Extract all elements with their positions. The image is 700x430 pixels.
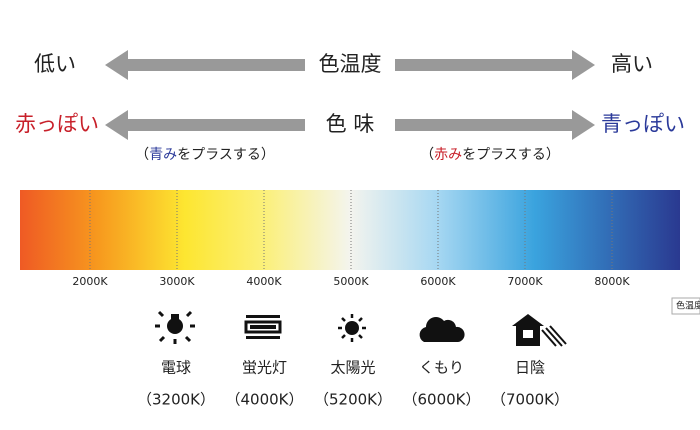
note-accent: 青み [149,147,177,163]
note: （赤みをプラスする） [420,147,560,163]
note-part: （ [420,147,434,163]
note-accent: 赤み [434,147,462,163]
fluorescent-icon [244,315,282,339]
label: 色 味 [326,112,375,136]
source-label: 日陰 [515,359,545,377]
label: 青っぽい [601,112,685,136]
tag-box [671,297,700,315]
tick-label: 8000K [594,275,630,288]
tick-label: 7000K [507,275,543,288]
arrows [105,50,595,140]
arrow-left [105,110,305,140]
shade-icon [512,314,567,347]
tag: 色温度 [676,300,700,312]
note-part: （ [135,147,149,163]
arrow-right [395,50,595,80]
source-label: 蛍光灯 [242,359,287,377]
label: 赤っぽい [15,112,99,136]
tick-label: 3000K [159,275,195,288]
arrow-right [395,110,595,140]
source-temp: （7000K） [491,391,569,409]
note: （青みをプラスする） [135,147,275,163]
icons [155,310,567,347]
source-temp: （3200K） [137,391,215,409]
source-label: 太陽光 [330,359,375,377]
label: 高い [611,52,653,76]
note-part: をプラスする） [177,147,275,163]
gradient-bar [20,190,680,270]
tick-label: 2000K [72,275,108,288]
label: 色温度 [319,52,382,76]
tick-label: 6000K [420,275,456,288]
sun-icon [338,314,366,342]
source-label: 電球 [161,359,191,377]
label: 低い [34,52,76,76]
source-temp: （4000K） [225,391,303,409]
source-temp: （6000K） [402,391,480,409]
arrow-left [105,50,305,80]
source-label: くもり [419,359,464,377]
tick-label: 4000K [246,275,282,288]
source-temp: （5200K） [314,391,392,409]
note-part: をプラスする） [462,147,560,163]
tick-label: 5000K [333,275,369,288]
bulb-icon [155,310,195,344]
cloud-icon [419,317,465,342]
